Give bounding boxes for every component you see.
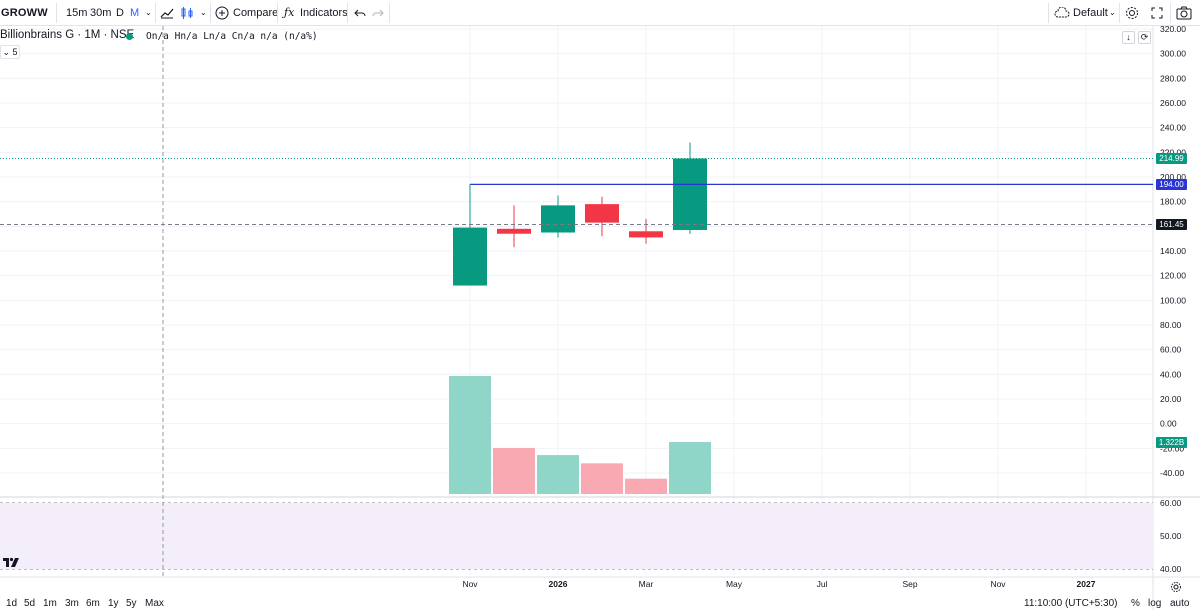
x-tick-label: Sep [902, 579, 917, 589]
undo-icon[interactable] [354, 0, 366, 26]
candle-body [497, 228, 531, 234]
candle [497, 205, 531, 248]
tradingview-logo-icon [2, 555, 20, 569]
indicator-count: 5 [12, 47, 18, 57]
fullscreen-icon[interactable] [1151, 0, 1163, 26]
y-tick-label: 0.00 [1160, 419, 1177, 429]
volume-bar [537, 455, 579, 494]
x-tick-label: Nov [990, 579, 1006, 589]
y-tick-label: 140.00 [1160, 246, 1186, 256]
symbol-title[interactable]: Billionbrains G · 1M · NSE [0, 29, 135, 41]
screenshot-camera-icon[interactable] [1176, 0, 1192, 26]
lower-pane-y-tick-label: 50.00 [1160, 531, 1182, 541]
y-tick-label: 200.00 [1160, 172, 1186, 182]
candle [585, 196, 619, 237]
candle [541, 195, 575, 238]
range-3m-button[interactable]: 3m [65, 598, 79, 609]
y-tick-label: 180.00 [1160, 197, 1186, 207]
range-1d-button[interactable]: 1d [6, 598, 18, 609]
last-price-tag: 214.99 [1156, 153, 1187, 164]
y-tick-label: 300.00 [1160, 49, 1186, 59]
ohlc-values: On/a Hn/a Ln/a Cn/a n/a (n/a%) [146, 31, 318, 42]
crosshair-price-tag: 161.45 [1156, 219, 1187, 230]
interval-15m-button[interactable]: 15m [66, 7, 88, 19]
chevron-down-icon: ⌄ [2, 47, 10, 57]
lower-pane-y-tick-label: 60.00 [1160, 498, 1182, 508]
settings-gear-icon[interactable] [1125, 0, 1139, 26]
percent-toggle[interactable]: % [1131, 598, 1140, 609]
y-tick-label: 100.00 [1160, 295, 1186, 305]
lower-pane-y-tick-label: 40.00 [1160, 564, 1182, 574]
candle [673, 142, 707, 234]
candle [629, 218, 663, 244]
bar-style-icon[interactable] [160, 0, 174, 26]
volume-bar [493, 447, 535, 494]
y-tick-label: 20.00 [1160, 394, 1182, 404]
y-tick-label: 80.00 [1160, 320, 1182, 330]
range-5d-button[interactable]: 5d [24, 598, 36, 609]
x-tick-label: Nov [462, 579, 478, 589]
x-tick-label: Mar [639, 579, 654, 589]
indicators-collapse-button[interactable]: ⌄ 5 [0, 45, 20, 59]
compare-button[interactable]: Compare [233, 7, 279, 19]
top-toolbar: GROWW 15m 30m D M ⌄ ⌄ Compare ƒx Indicat… [0, 0, 1200, 26]
y-tick-label: 120.00 [1160, 271, 1186, 281]
x-tick-label: May [726, 579, 743, 589]
candle-body [453, 227, 487, 286]
y-tick-label: 240.00 [1160, 123, 1186, 133]
groww-logo: GROWW [1, 7, 48, 19]
interval-30m-button[interactable]: 30m [90, 7, 112, 19]
layout-default-button[interactable]: Default [1073, 7, 1108, 19]
range-1m-button[interactable]: 1m [43, 598, 57, 609]
download-arrow-icon[interactable]: ↓ [1122, 31, 1135, 44]
y-tick-label: 320.00 [1160, 26, 1186, 34]
axis-settings-gear-icon[interactable] [1170, 580, 1182, 592]
log-toggle[interactable]: log [1148, 598, 1162, 609]
y-tick-label: 220.00 [1160, 147, 1186, 157]
redo-icon[interactable] [372, 0, 384, 26]
volume-tag: 1.322B [1156, 437, 1187, 448]
lower-pane-background [0, 503, 1153, 569]
x-tick-label: Jul [817, 579, 828, 589]
y-tick-label: 280.00 [1160, 73, 1186, 83]
hline-price-tag: 194.00 [1156, 179, 1187, 190]
cloud-icon[interactable] [1054, 0, 1070, 26]
volume-bar [669, 442, 711, 494]
price-chart[interactable]: 320.00 300.00 280.00 260.00 240.00 220.00 200.… [0, 26, 1200, 610]
range-5y-button[interactable]: 5y [126, 598, 137, 609]
candle-body [541, 205, 575, 233]
y-tick-label: -20.00 [1160, 443, 1184, 453]
bottom-bar: 1d 5d 1m 3m 6m 1y 5y Max 11:10:00 (UTC+5… [0, 598, 1200, 610]
chart-type-chevron-icon[interactable]: ⌄ [200, 8, 207, 17]
x-tick-label: 2026 [549, 579, 568, 589]
candle-body [585, 204, 619, 223]
x-tick-label: 2027 [1077, 579, 1096, 589]
range-1y-button[interactable]: 1y [108, 598, 119, 609]
volume-bar [581, 463, 623, 494]
indicators-fx-icon[interactable]: ƒx [284, 6, 295, 19]
interval-dropdown-chevron-icon[interactable]: ⌄ [145, 8, 152, 17]
layout-chevron-icon[interactable]: ⌄ [1109, 8, 1116, 17]
y-tick-label: 60.00 [1160, 345, 1182, 355]
y-tick-label: -40.00 [1160, 468, 1184, 478]
candle-body [673, 158, 707, 231]
range-6m-button[interactable]: 6m [86, 598, 100, 609]
candle-body [629, 231, 663, 238]
timezone-clock[interactable]: 11:10:00 (UTC+5:30) [1024, 598, 1118, 609]
interval-m-button[interactable]: M [130, 7, 140, 19]
auto-toggle[interactable]: auto [1170, 598, 1190, 609]
interval-d-button[interactable]: D [116, 7, 124, 19]
compare-plus-icon[interactable] [215, 0, 229, 26]
candle [453, 184, 487, 286]
y-tick-label: 260.00 [1160, 98, 1186, 108]
range-max-button[interactable]: Max [145, 598, 164, 609]
refresh-icon[interactable]: ⟳ [1138, 31, 1151, 44]
indicators-button[interactable]: Indicators [300, 7, 348, 19]
volume-bar [449, 376, 491, 494]
volume-bar [625, 478, 667, 494]
market-status-dot [126, 33, 133, 40]
candles-icon[interactable] [180, 0, 194, 26]
y-tick-label: 40.00 [1160, 369, 1182, 379]
